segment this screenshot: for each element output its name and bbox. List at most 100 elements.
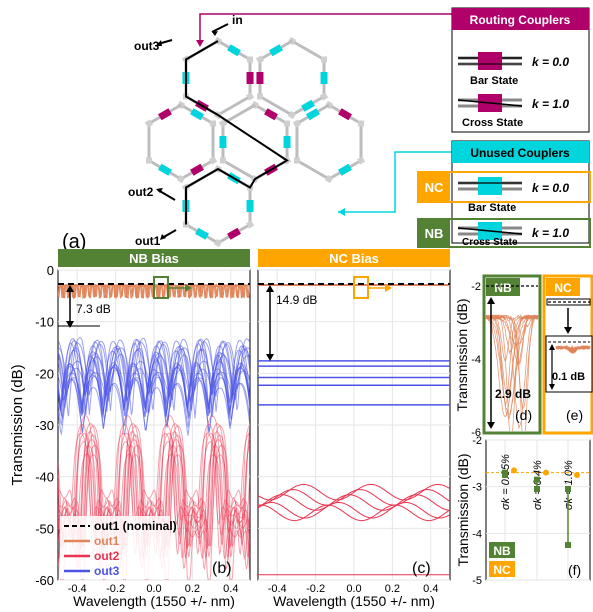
ytick-label: -2 bbox=[471, 281, 481, 293]
routing-coupler bbox=[158, 108, 172, 121]
routing-coupler bbox=[256, 72, 264, 84]
panel-e: NC 0.1 dB (e) bbox=[542, 274, 593, 435]
port-in: in bbox=[232, 13, 243, 27]
waveguide bbox=[222, 159, 256, 181]
xtick-label: -0.2 bbox=[106, 583, 125, 595]
junction bbox=[292, 119, 302, 128]
nb-point bbox=[565, 486, 571, 492]
xtick-label: -0.2 bbox=[306, 583, 325, 595]
xtick-label: -0.4 bbox=[268, 583, 287, 595]
out2-trace bbox=[58, 423, 250, 534]
junction bbox=[144, 119, 154, 128]
junction bbox=[256, 93, 263, 100]
panel-c-xticks: -0.4 -0.2 0.0 0.2 0.4 bbox=[268, 583, 439, 595]
ytick-label: -6 bbox=[471, 427, 481, 439]
unused-nb-tag: NB bbox=[425, 226, 444, 241]
unused-cross-state: Cross State bbox=[462, 237, 518, 248]
waveguide bbox=[217, 95, 251, 117]
category-label: σk = 1.0% bbox=[563, 460, 575, 510]
out3-trace bbox=[58, 340, 250, 397]
legend-f: NB NC bbox=[489, 542, 515, 577]
out2-trace bbox=[58, 415, 250, 522]
xtick-label: -0.4 bbox=[68, 583, 87, 595]
panel-e-title: NC bbox=[554, 281, 572, 295]
junction bbox=[356, 156, 366, 165]
panel-a-label: (a) bbox=[62, 231, 86, 253]
ytick-label: -4 bbox=[471, 354, 481, 366]
panel-b-yticks: 0 -10 -20 -30 -40 -50 -60 bbox=[35, 263, 54, 588]
panel-c-label: (c) bbox=[412, 560, 431, 577]
nb-min-point bbox=[534, 486, 540, 492]
category-label: σk = 0.4% bbox=[532, 460, 544, 510]
panel-f-categories: σk = 0.05% σk = 0.4% σk = 1.0% bbox=[500, 454, 575, 510]
xtick-label: 0.4 bbox=[223, 583, 238, 595]
nb-min-point bbox=[565, 542, 571, 548]
panel-c-annotation: 14.9 dB bbox=[266, 285, 317, 361]
junction bbox=[287, 110, 297, 120]
routing-coupler bbox=[190, 163, 204, 176]
panel-f-label: (f) bbox=[568, 562, 581, 578]
out2-trace bbox=[58, 434, 250, 549]
panel-c-header bbox=[258, 249, 450, 267]
panel-c-curves bbox=[258, 282, 450, 576]
ytick-label: -3 bbox=[472, 482, 482, 494]
unused-coupler bbox=[190, 108, 204, 121]
unused-nc-tag: NC bbox=[425, 180, 444, 195]
port-out3: out3 bbox=[134, 39, 160, 53]
out3-trace bbox=[58, 336, 250, 419]
arrow-out2-icon bbox=[157, 189, 176, 201]
panel-d-annotation: 2.9 dB bbox=[487, 297, 531, 429]
nc-point bbox=[543, 469, 549, 476]
legend-b: out1 (nominal) out1 out2 out3 bbox=[60, 516, 177, 579]
routing-k1: k = 1.0 bbox=[532, 97, 569, 111]
panel-d-title: NB bbox=[494, 281, 512, 295]
routing-title: Routing Couplers bbox=[470, 13, 571, 27]
junction bbox=[245, 92, 255, 101]
zoom-arrow-c-icon bbox=[385, 284, 392, 292]
out3-trace bbox=[58, 364, 250, 414]
unused-coupler bbox=[283, 136, 291, 148]
legend-out2: out2 bbox=[94, 549, 120, 563]
panel-d-curves bbox=[485, 313, 539, 431]
out1-trace bbox=[555, 344, 591, 354]
unused-coupler bbox=[246, 200, 254, 212]
out1-trace bbox=[485, 314, 539, 363]
panel-b-annotation: 7.3 dB bbox=[58, 285, 111, 328]
junction bbox=[324, 174, 334, 184]
panel-f: -2 -3 -4 -5 σk = 0.05% σk = 0.4% σk = 1.0% NB… bbox=[455, 435, 591, 587]
panel-d: NB 2.9 dB (d) -2 -4 -6 Transmission (dB) bbox=[454, 274, 542, 439]
waveguide bbox=[296, 159, 330, 181]
port-out2: out2 bbox=[128, 185, 154, 199]
nc-point bbox=[511, 467, 517, 474]
category-label: σk = 0.05% bbox=[500, 454, 512, 510]
ytick-label: -4 bbox=[472, 528, 482, 540]
out2-trace bbox=[258, 502, 450, 519]
ytick-label: -2 bbox=[472, 435, 482, 447]
arrowhead-out2-icon bbox=[156, 188, 163, 193]
unused-coupler bbox=[306, 108, 320, 121]
ytick-label: 0 bbox=[47, 263, 54, 278]
routing-coupler bbox=[227, 227, 241, 240]
junction bbox=[321, 56, 328, 63]
unused-coupler bbox=[301, 99, 315, 112]
unused-bar-state: Bar State bbox=[468, 202, 516, 214]
routing-coupler bbox=[338, 108, 352, 121]
legend-f-nc: NC bbox=[493, 563, 511, 577]
panel-f-points bbox=[502, 467, 580, 548]
xtick-label: 0.2 bbox=[185, 583, 200, 595]
junction bbox=[176, 174, 186, 184]
xtick-label: 0.0 bbox=[146, 583, 161, 595]
nb-cross-coupler-icon bbox=[457, 222, 523, 240]
out3-trace bbox=[58, 375, 250, 433]
panel-c-grid bbox=[258, 269, 450, 581]
routing-coupler bbox=[264, 108, 278, 121]
junction bbox=[284, 120, 291, 127]
nb-point bbox=[502, 469, 508, 476]
panel-f-yticks: -2 -3 -4 -5 bbox=[472, 435, 482, 587]
junction bbox=[213, 238, 223, 248]
panel-c-title: NC Bias bbox=[329, 251, 379, 266]
panel-a: in out3 out2 out1 (a) Routing Couplers bbox=[62, 7, 591, 253]
routing-path bbox=[185, 40, 289, 225]
unused-coupler bbox=[269, 44, 283, 57]
unused-couplers-legend: Unused Couplers NC k = 0.0 Bar State NB … bbox=[417, 140, 591, 248]
